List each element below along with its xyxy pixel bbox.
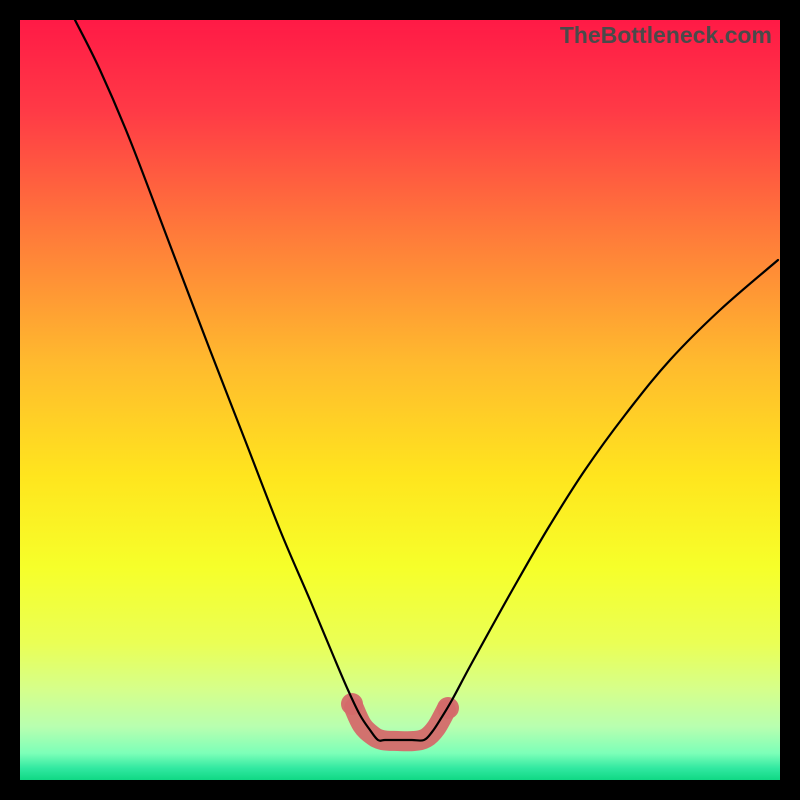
chart-svg	[20, 20, 780, 780]
gradient-background	[20, 20, 780, 780]
watermark-text: TheBottleneck.com	[560, 22, 772, 49]
chart-inner	[20, 20, 780, 780]
chart-frame: TheBottleneck.com	[0, 0, 800, 800]
